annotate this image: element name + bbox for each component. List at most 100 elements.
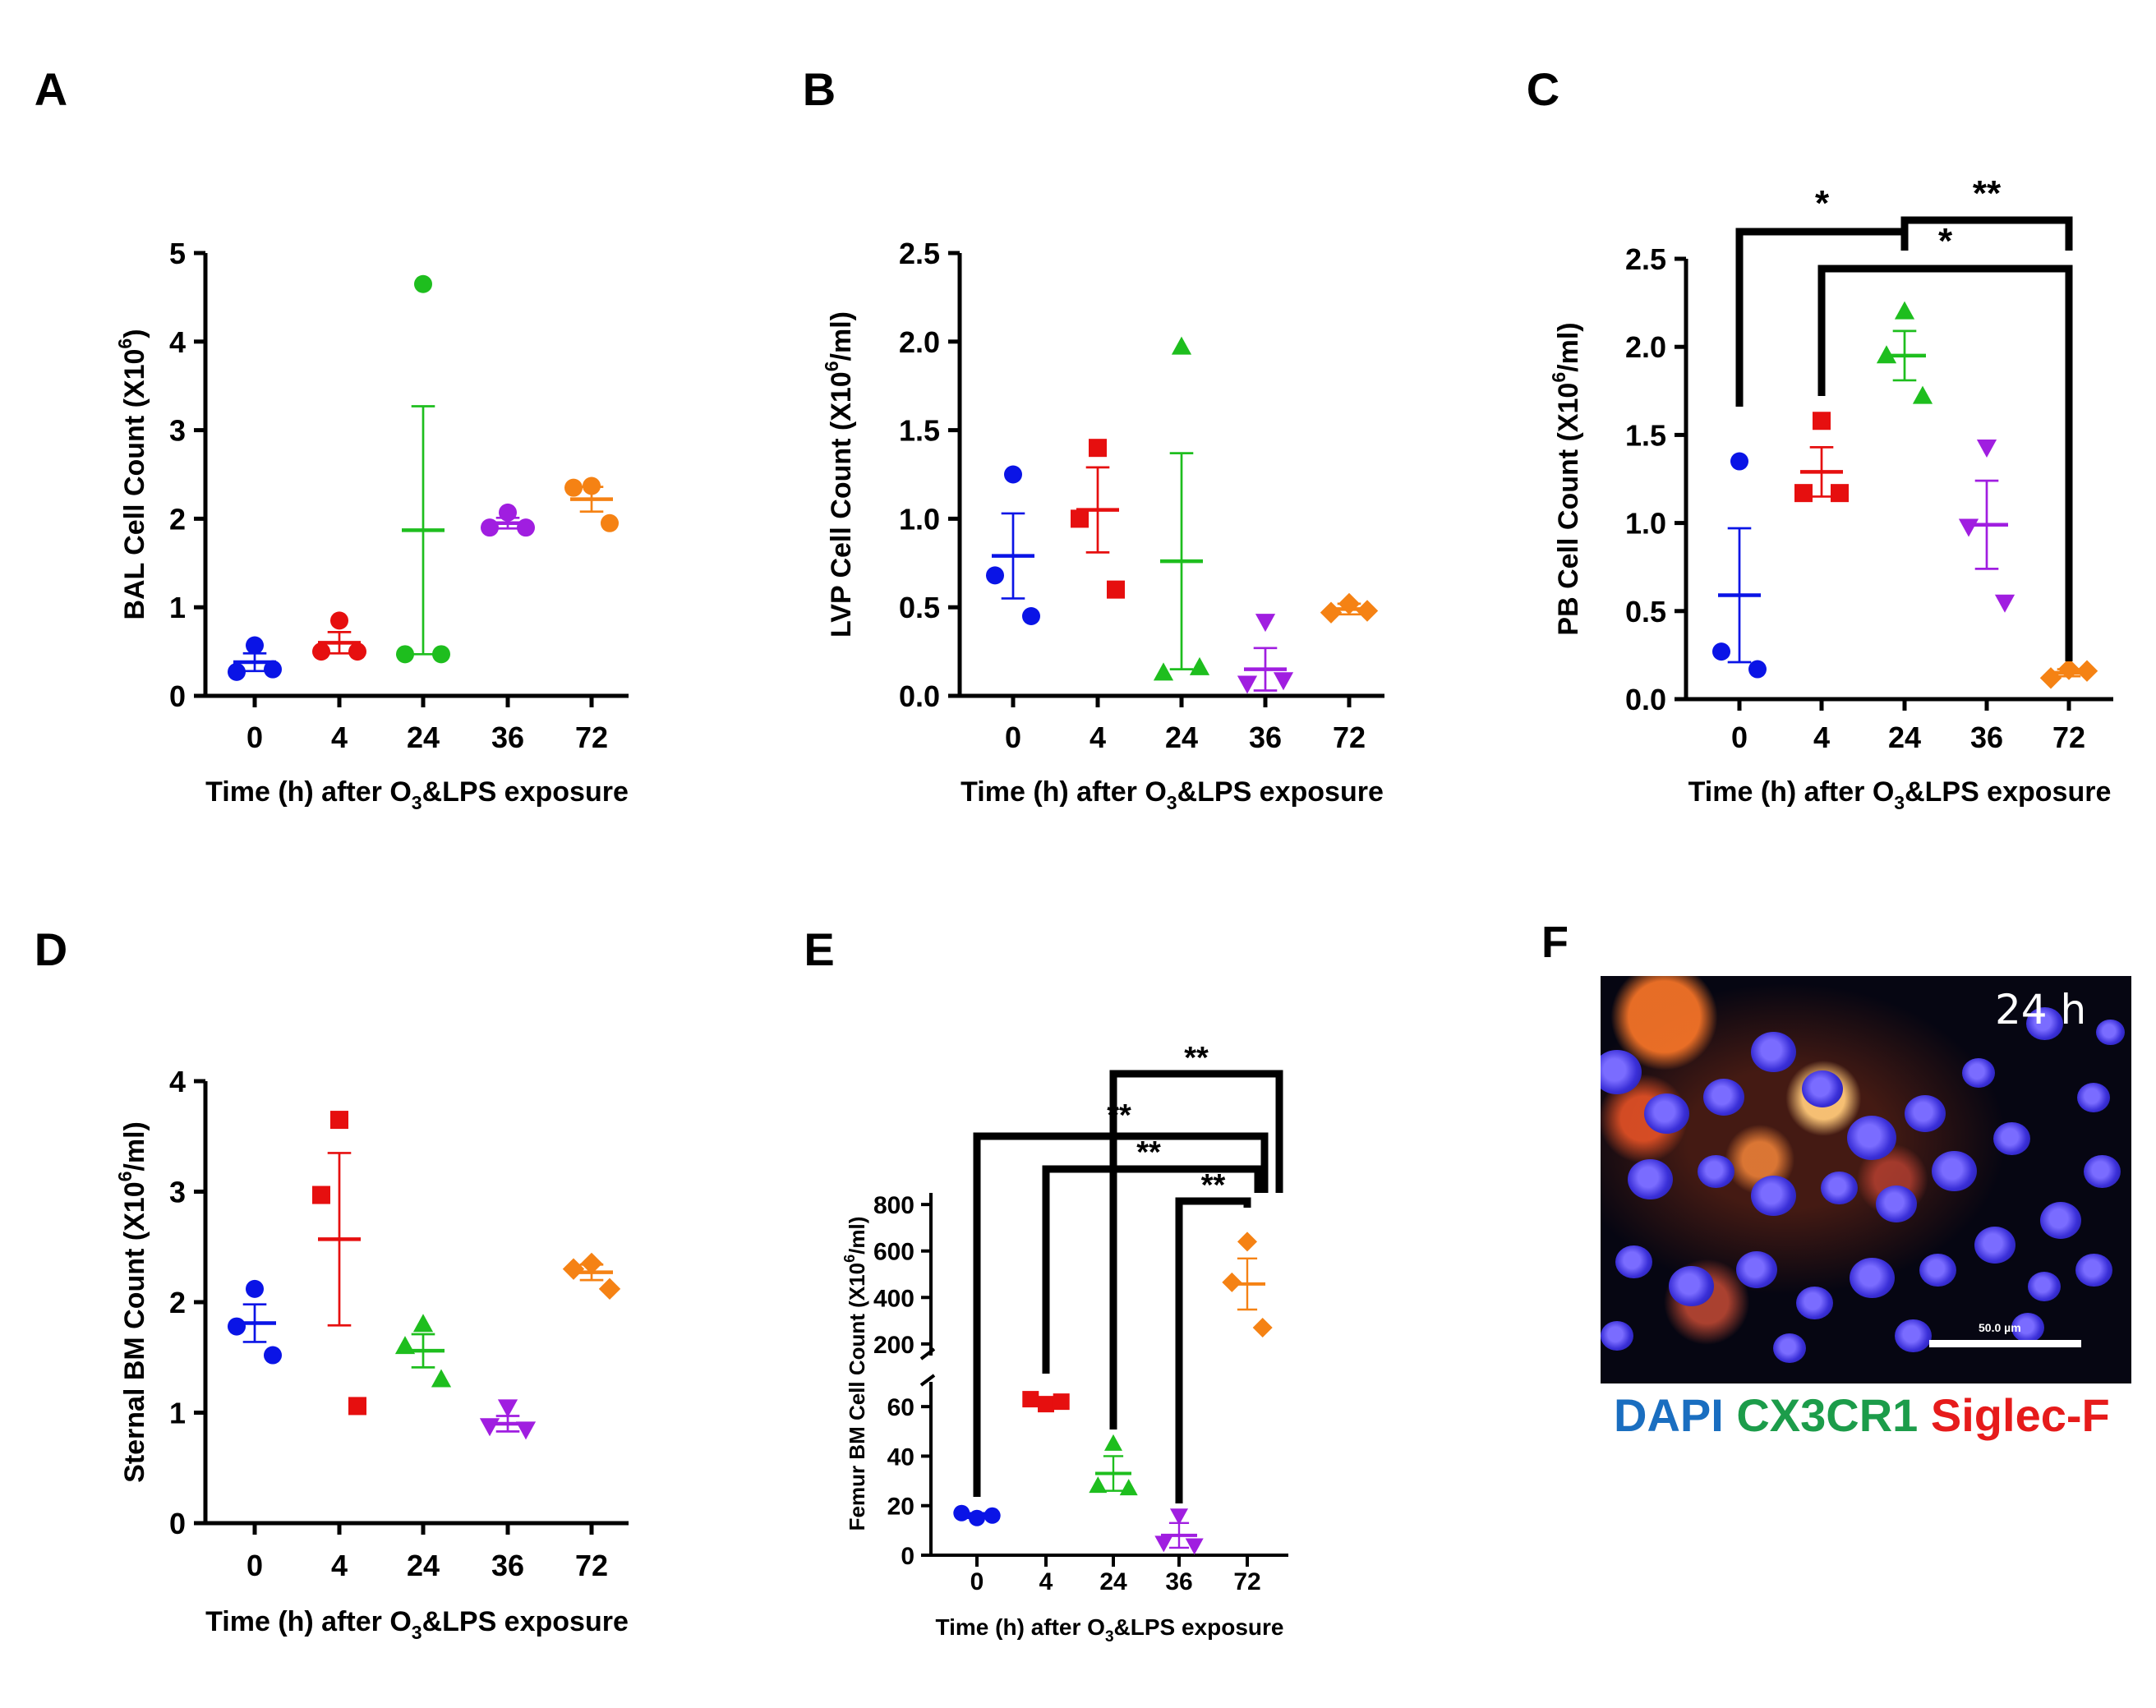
x-tick-label-E: 24 xyxy=(1099,1568,1127,1595)
axis-break-E xyxy=(919,1347,936,1360)
y-tick-label-A: 0 xyxy=(169,679,186,713)
data-point-A xyxy=(246,636,264,655)
chart-d: D 0 1 2 3 4 0 4 24 36 72 Time (h) after O3&LPS expo… xyxy=(35,923,629,1643)
y-tick-label-B: 2.5 xyxy=(899,237,940,270)
x-tick-label-E: 72 xyxy=(1233,1568,1260,1595)
data-point-B xyxy=(1255,614,1276,633)
nucleus xyxy=(1703,1079,1744,1116)
x-axis-label-C: Time (h) after O3&LPS exposure xyxy=(1688,776,2112,813)
data-point-A xyxy=(348,642,366,661)
data-point-E xyxy=(1252,1318,1273,1338)
data-point-D xyxy=(246,1279,264,1298)
y-axis-label-D: Sternal BM Count (X106/ml) xyxy=(114,1121,150,1483)
data-point-B xyxy=(1320,601,1343,624)
x-axis-label-B: Time (h) after O3&LPS exposure xyxy=(961,776,1384,813)
data-point-C xyxy=(2057,658,2080,680)
nucleus xyxy=(2025,1006,2063,1040)
x-tick-label-D: 0 xyxy=(246,1549,263,1582)
y-tick-label-B: 1.5 xyxy=(899,414,940,448)
data-point-E xyxy=(1038,1396,1054,1413)
x-tick-label-C: 72 xyxy=(2052,720,2085,754)
data-point-B xyxy=(1089,439,1107,458)
y-tick-label-E: 600 xyxy=(873,1239,914,1266)
x-tick-label-E: 0 xyxy=(970,1568,984,1595)
stain-legend: DAPI CX3CR1 Siglec-F xyxy=(1614,1388,2110,1442)
y-tick-label-D: 0 xyxy=(169,1507,186,1540)
chart-c: C 0.0 0.5 1.0 1.5 2.0 2.5 0 4 24 36 72 Time (h) afte… xyxy=(1527,63,2113,813)
data-point-B xyxy=(1153,662,1174,681)
nucleus xyxy=(1795,1286,1833,1319)
x-tick-label-A: 24 xyxy=(407,720,440,754)
data-point-A xyxy=(432,645,450,664)
timepoint-label: 24 h xyxy=(1995,986,2087,1034)
data-point-D xyxy=(394,1336,416,1355)
nucleus xyxy=(1750,1031,1796,1072)
x-tick-label-A: 36 xyxy=(491,720,524,754)
data-point-D xyxy=(515,1421,537,1440)
nucleus xyxy=(2077,1083,2110,1112)
y-tick-label-B: 1.0 xyxy=(899,502,940,536)
y-tick-label-E: 20 xyxy=(887,1494,914,1521)
data-point-B xyxy=(1171,336,1192,355)
x-tick-label-B: 36 xyxy=(1249,720,1282,754)
chart-a: A 0 1 2 3 4 5 0 4 24 36 72 Time (h) after O3&LPS exp… xyxy=(35,63,629,813)
data-point-C xyxy=(1876,345,1897,364)
y-tick-label-E: 0 xyxy=(901,1543,914,1570)
x-tick-label-C: 0 xyxy=(1731,720,1748,754)
significance-bracket-E xyxy=(1042,1165,1262,1374)
data-point-B xyxy=(1273,672,1294,691)
data-point-B xyxy=(1237,675,1258,694)
significance-bracket-E-label: ** xyxy=(1136,1135,1161,1170)
x-tick-label-D: 4 xyxy=(331,1549,348,1582)
y-tick-label-A: 1 xyxy=(169,591,186,624)
y-tick-label-C: 0.0 xyxy=(1625,683,1666,716)
x-tick-label-A: 72 xyxy=(575,720,608,754)
panel-label-b: B xyxy=(803,63,836,115)
data-point-D xyxy=(412,1314,434,1333)
data-point-D xyxy=(497,1399,518,1418)
nucleus xyxy=(1736,1251,1777,1288)
data-point-B xyxy=(986,566,1004,585)
data-point-E xyxy=(1022,1391,1039,1408)
x-tick-label-B: 72 xyxy=(1333,720,1366,754)
y-tick-label-E: 800 xyxy=(873,1192,914,1219)
data-point-E xyxy=(984,1507,1001,1524)
scale-bar xyxy=(1929,1340,2081,1347)
data-point-A xyxy=(564,478,583,497)
data-point-A xyxy=(396,645,414,664)
panel-label-a: A xyxy=(35,63,67,115)
data-point-B xyxy=(1356,600,1379,622)
nucleus xyxy=(2028,1272,2061,1301)
y-tick-label-C: 2.5 xyxy=(1625,242,1666,276)
nucleus xyxy=(1919,1253,1956,1287)
nucleus xyxy=(1750,1175,1796,1216)
data-point-D xyxy=(479,1418,500,1437)
y-tick-label-B: 2.0 xyxy=(899,325,940,359)
y-tick-label-C: 0.5 xyxy=(1625,595,1666,628)
nucleus xyxy=(1627,1158,1673,1199)
y-axis-label-A: BAL Cell Count (X106) xyxy=(114,329,150,619)
data-point-E xyxy=(1185,1538,1204,1555)
x-tick-label-B: 0 xyxy=(1005,720,1021,754)
nucleus xyxy=(1931,1150,1977,1191)
x-tick-label-D: 36 xyxy=(491,1549,524,1582)
data-point-C xyxy=(1813,412,1831,430)
nucleus xyxy=(1962,1058,1995,1088)
data-point-C xyxy=(1912,385,1933,404)
data-point-A xyxy=(601,513,619,532)
data-point-C xyxy=(1994,594,2015,613)
data-point-A xyxy=(264,660,282,679)
x-axis-label-D: Time (h) after O3&LPS exposure xyxy=(205,1606,629,1643)
data-point-E xyxy=(1154,1535,1173,1553)
data-point-C xyxy=(1730,452,1748,471)
y-tick-label-D: 1 xyxy=(169,1397,186,1430)
nucleus xyxy=(2083,1154,2121,1188)
data-point-E xyxy=(1053,1393,1070,1411)
x-tick-label-A: 4 xyxy=(331,720,348,754)
y-tick-label-B: 0.5 xyxy=(899,591,940,624)
significance-bracket-E-label: ** xyxy=(1201,1168,1226,1203)
nucleus xyxy=(1820,1171,1858,1204)
significance-bracket-C-label: * xyxy=(1815,183,1830,223)
data-point-B xyxy=(1071,509,1089,528)
